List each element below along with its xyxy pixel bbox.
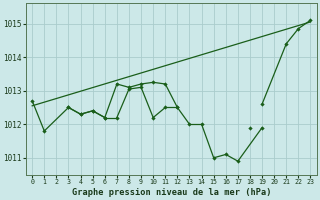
X-axis label: Graphe pression niveau de la mer (hPa): Graphe pression niveau de la mer (hPa) [72,188,271,197]
